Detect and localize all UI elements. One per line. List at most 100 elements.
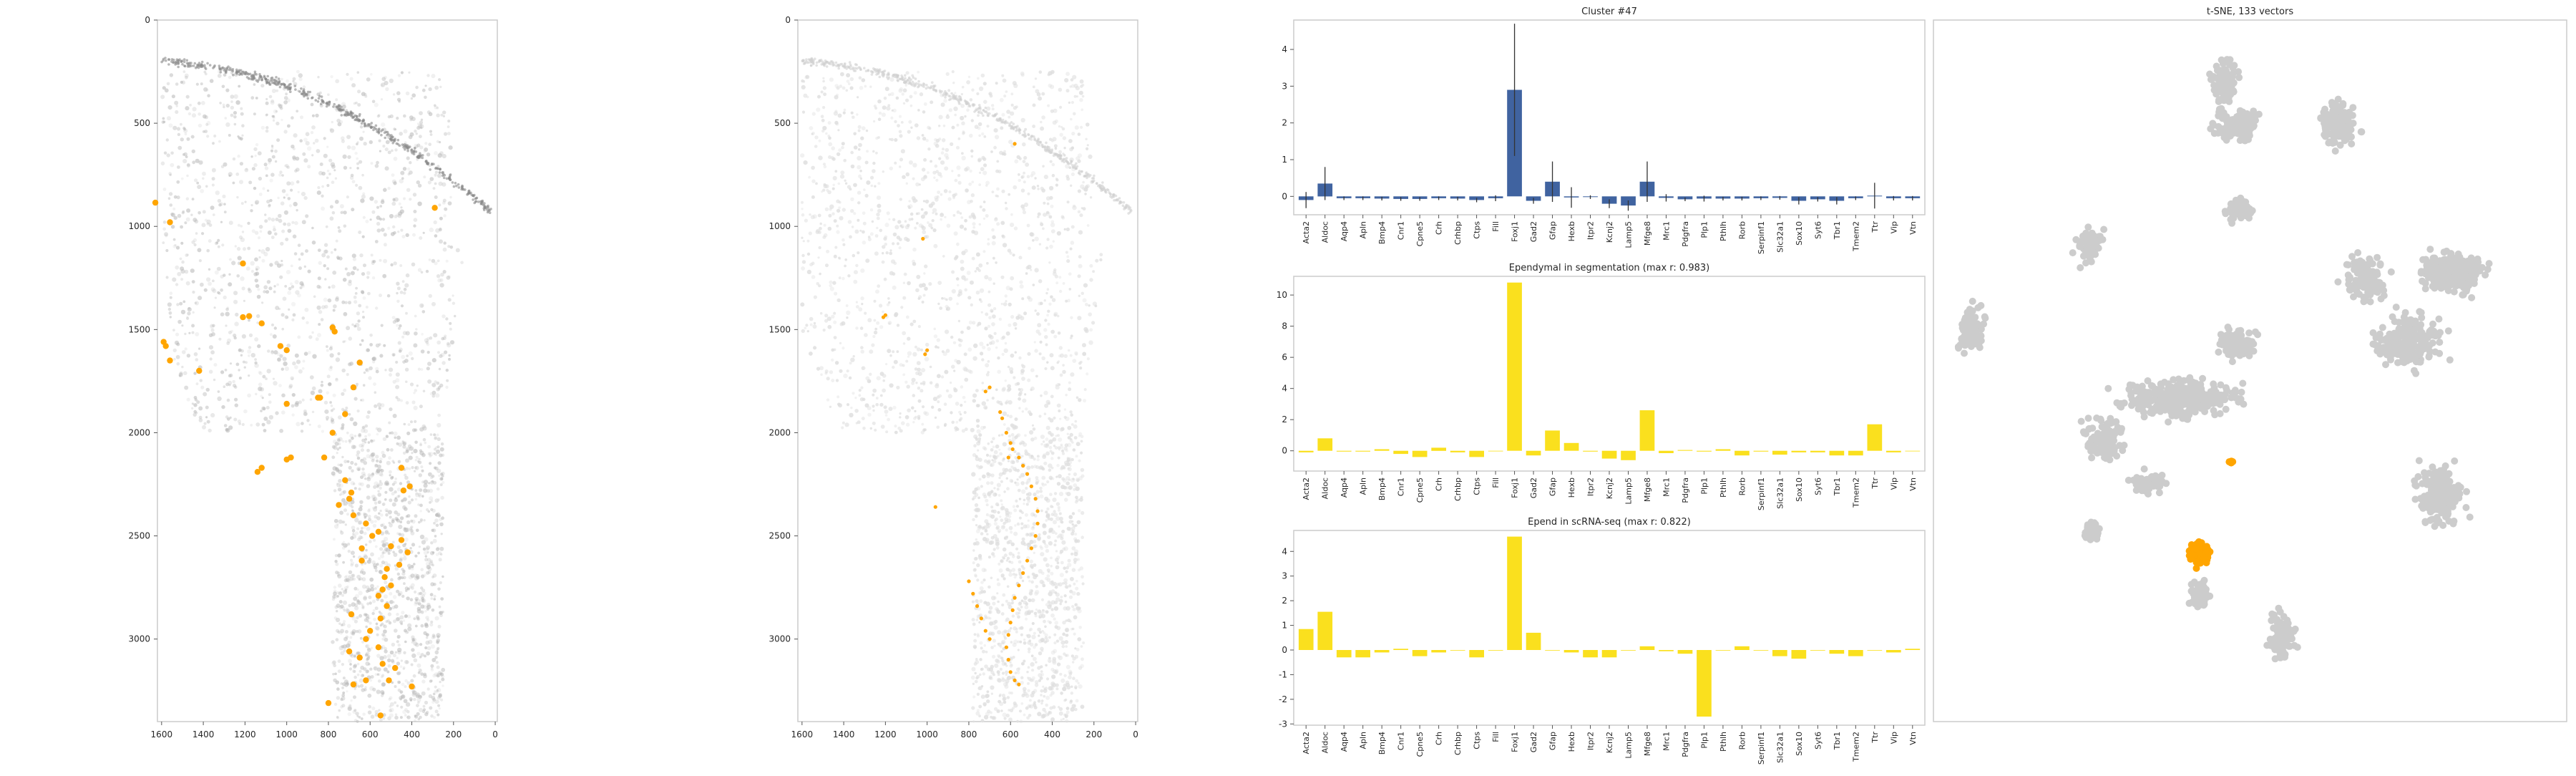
background-cell bbox=[268, 286, 272, 290]
background-cell bbox=[399, 132, 403, 136]
background-cell bbox=[1099, 258, 1102, 261]
background-cell bbox=[1018, 649, 1020, 651]
background-cell bbox=[369, 621, 371, 624]
background-cell bbox=[235, 313, 238, 316]
background-cell bbox=[1073, 615, 1078, 619]
background-cell bbox=[982, 171, 987, 175]
background-cell bbox=[861, 303, 863, 305]
background-cell bbox=[1037, 458, 1040, 461]
background-cell bbox=[437, 461, 441, 465]
background-cell bbox=[282, 189, 286, 193]
background-cell bbox=[434, 598, 436, 601]
background-cell bbox=[1045, 544, 1049, 548]
background-cell bbox=[977, 77, 980, 80]
background-cell bbox=[425, 341, 429, 344]
background-cell bbox=[389, 470, 392, 474]
background-cell bbox=[383, 624, 386, 628]
background-cell bbox=[406, 660, 409, 664]
background-cell bbox=[180, 225, 183, 229]
background-cell bbox=[1003, 423, 1006, 426]
background-cell bbox=[933, 228, 937, 232]
background-cell bbox=[248, 289, 252, 294]
background-cell bbox=[375, 569, 378, 572]
background-cell bbox=[361, 467, 364, 470]
background-cell bbox=[407, 615, 411, 619]
background-cell bbox=[195, 301, 199, 306]
background-cell bbox=[197, 102, 201, 105]
background-cell bbox=[997, 679, 1002, 683]
background-cell bbox=[275, 160, 277, 163]
background-cell bbox=[941, 375, 944, 378]
background-cell bbox=[416, 664, 421, 668]
background-cell bbox=[389, 601, 392, 604]
background-cell bbox=[379, 294, 382, 297]
background-cell bbox=[865, 377, 869, 381]
background-cell bbox=[431, 163, 434, 166]
background-cell bbox=[859, 77, 862, 80]
background-cell bbox=[371, 122, 374, 125]
background-cell bbox=[862, 211, 866, 215]
background-cell bbox=[973, 639, 977, 643]
background-cell bbox=[207, 420, 210, 424]
background-cell bbox=[210, 357, 213, 360]
background-cell bbox=[323, 298, 328, 302]
background-cell bbox=[1040, 490, 1043, 493]
background-cell bbox=[275, 79, 278, 82]
background-cell bbox=[980, 581, 984, 584]
background-cell bbox=[423, 488, 427, 493]
background-cell bbox=[1040, 341, 1043, 344]
background-cell bbox=[328, 173, 331, 175]
background-cell bbox=[272, 89, 276, 93]
background-cell bbox=[361, 339, 364, 342]
background-cell bbox=[348, 644, 351, 646]
background-cell bbox=[389, 621, 391, 624]
background-cell bbox=[181, 310, 185, 314]
background-cell bbox=[822, 189, 825, 192]
background-cell bbox=[916, 275, 920, 279]
background-cell bbox=[1049, 694, 1052, 697]
background-cell bbox=[1028, 247, 1031, 251]
background-cell bbox=[313, 296, 316, 299]
background-cell bbox=[288, 197, 291, 200]
background-cell bbox=[197, 211, 201, 215]
background-cell bbox=[311, 227, 314, 230]
background-cell bbox=[312, 115, 315, 117]
background-cell bbox=[353, 664, 357, 667]
background-cell bbox=[827, 316, 831, 321]
background-cell bbox=[1005, 674, 1008, 676]
background-cell bbox=[1030, 560, 1033, 563]
background-cell bbox=[243, 72, 246, 75]
background-cell bbox=[365, 626, 368, 629]
background-cell bbox=[268, 217, 271, 220]
background-cell bbox=[1078, 264, 1083, 268]
background-cell bbox=[857, 251, 859, 254]
background-cell bbox=[177, 146, 182, 150]
background-cell bbox=[983, 82, 987, 85]
background-cell bbox=[275, 122, 279, 125]
background-cell bbox=[442, 201, 446, 205]
background-cell bbox=[976, 267, 980, 271]
background-cell bbox=[169, 123, 173, 127]
background-cell bbox=[301, 430, 303, 432]
background-cell bbox=[363, 667, 366, 671]
background-cell bbox=[180, 258, 182, 261]
background-cell bbox=[1060, 679, 1065, 683]
background-cell bbox=[257, 344, 260, 348]
background-cell bbox=[414, 597, 419, 601]
background-cell bbox=[997, 511, 1000, 514]
background-cell bbox=[364, 688, 366, 691]
background-cell bbox=[284, 210, 288, 215]
background-cell bbox=[1038, 699, 1041, 703]
background-cell bbox=[410, 382, 414, 386]
background-cell bbox=[375, 464, 378, 467]
background-cell bbox=[393, 619, 396, 623]
background-cell bbox=[400, 706, 403, 709]
background-cell bbox=[418, 368, 421, 371]
background-cell bbox=[233, 384, 236, 387]
background-cell bbox=[294, 365, 298, 369]
background-cell bbox=[279, 170, 282, 173]
background-cell bbox=[181, 63, 184, 66]
background-cell bbox=[431, 74, 435, 78]
background-cell bbox=[406, 716, 409, 718]
background-cell bbox=[428, 142, 431, 146]
